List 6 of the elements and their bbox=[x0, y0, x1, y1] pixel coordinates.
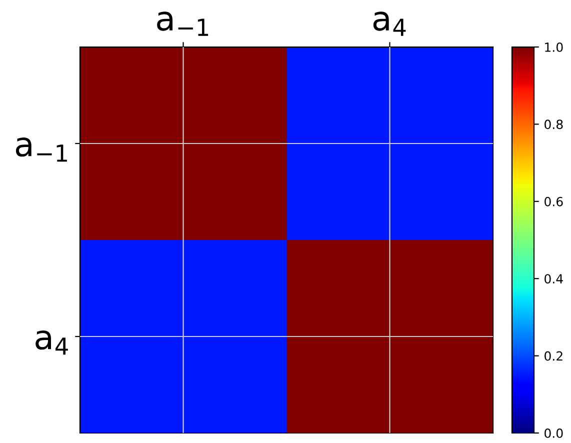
color-bar-label: 0.2 bbox=[544, 351, 562, 361]
color-bar-label: 0.8 bbox=[544, 120, 563, 130]
color-bar-label: 0.4 bbox=[544, 274, 563, 284]
color-bar-label: 0.0 bbox=[544, 428, 563, 438]
color-bar-label: 1.0 bbox=[545, 42, 563, 52]
color-bar-label: 0.6 bbox=[544, 196, 563, 206]
